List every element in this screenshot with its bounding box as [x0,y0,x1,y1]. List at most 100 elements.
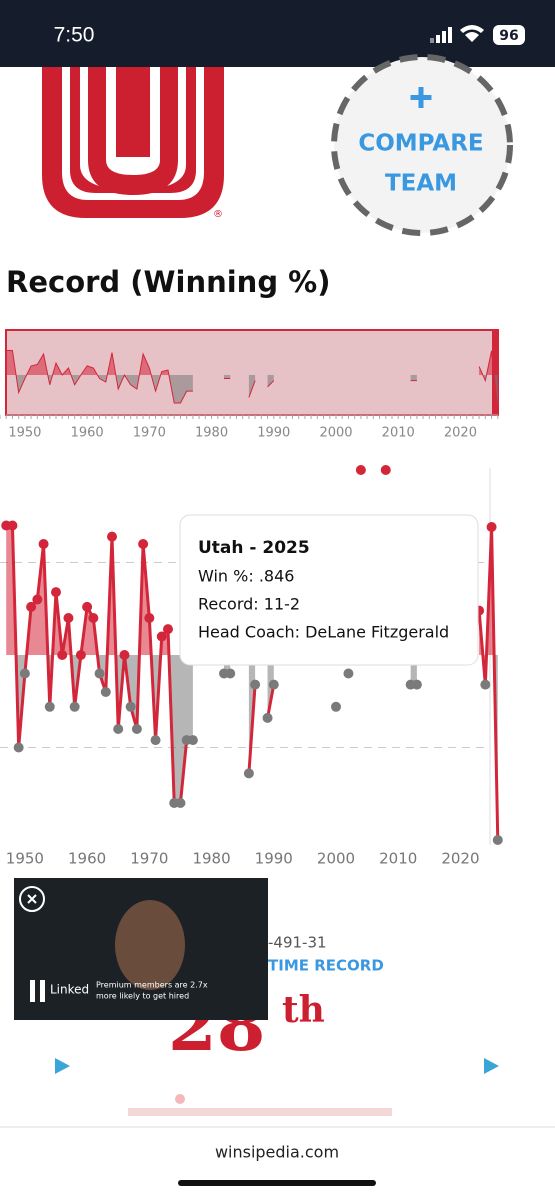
home-indicator [178,1180,376,1186]
data-point [75,650,86,660]
data-point [343,668,354,679]
data-point [138,539,149,549]
data-point [51,587,61,598]
x-tick-label: 1950 [6,850,44,868]
slider-track [128,1108,392,1116]
navigator-ruler [0,415,499,419]
section-title: Record (Winning %) [6,265,331,299]
navigator-handle[interactable] [492,330,499,415]
data-point [131,724,142,734]
pause-icon[interactable] [30,980,35,1002]
navigator-x-label: 2000 [319,426,352,441]
signal-icon [430,27,452,43]
data-point [63,613,74,623]
data-point [380,465,391,475]
data-point [480,679,491,690]
data-point [107,531,117,542]
data-point [57,650,68,660]
navigator-x-label: 1990 [257,426,290,441]
compare-label[interactable]: COMPARE [358,131,483,157]
data-point [119,650,130,660]
area-below [6,655,498,840]
ad-close[interactable] [19,886,45,912]
compare-label[interactable]: TEAM [385,171,457,197]
data-point [125,701,136,712]
tooltip [179,514,479,666]
area-above [6,470,498,655]
data-point [156,631,167,642]
data-point [250,679,261,690]
x-tick-label: 2010 [379,850,417,868]
data-point [7,520,18,531]
data-point [163,624,173,635]
record-label: TIME RECORD [268,957,384,975]
tooltip-title: Utah - 2025 [198,538,310,558]
x-tick-label: 2020 [441,850,479,868]
x-tick-label: 1990 [255,850,293,868]
data-point [331,701,341,712]
url[interactable]: winsipedia.com [215,1143,339,1162]
x-tick-label: 2000 [317,850,355,868]
utah-logo [42,67,224,218]
data-point [88,613,99,623]
navigator-area [6,375,498,410]
data-point [243,768,254,779]
compare-team-button[interactable] [331,54,513,236]
browser-bar [0,1127,555,1200]
data-point [19,668,30,679]
navigator-x-label: 1960 [71,426,104,441]
record-partial: -491-31 [268,934,327,952]
battery-level: 96 [499,28,518,44]
wifi-icon [460,25,484,42]
navigator-x-label: 1970 [133,426,166,441]
logo-registered: ® [213,209,223,220]
navigator-line [6,350,499,411]
tooltip-line: Win %: .846 [198,567,294,586]
navigator-x-label: 1980 [195,426,228,441]
ad-close-icon [27,894,37,904]
ad-text: Premium members are 2.7x [96,981,208,990]
ad-figure [115,900,185,990]
data-point [44,701,55,712]
data-point [411,679,422,690]
data-point [144,613,155,623]
navigator[interactable] [5,329,499,416]
battery [493,25,525,45]
ad-text: more likely to get hired [96,992,189,1001]
status-bar [0,0,555,67]
data-point [187,735,198,746]
data-point [100,687,111,697]
data-point [13,742,24,753]
ad-badge[interactable] [484,1058,499,1074]
slider-knob[interactable] [175,1094,185,1104]
navigator-x-label: 1950 [8,426,41,441]
rank-suffix: th [282,989,325,1031]
data-point [69,701,80,712]
data-point [94,668,105,679]
navigator-area [6,340,498,375]
data-point [82,601,93,612]
x-tick-label: 1970 [130,850,168,868]
data-point [486,521,497,532]
x-tick-label: 1960 [68,850,106,868]
data-point [32,594,43,605]
tooltip-line: Record: 11-2 [198,595,300,614]
status-time: 7:50 [54,24,95,47]
ad-brand: Linked [50,983,89,997]
ad-badge[interactable] [55,1058,70,1074]
data-point [262,712,273,723]
data-point [268,679,279,690]
plus-icon [410,87,432,108]
data-point [150,735,161,746]
pause-icon[interactable] [40,980,45,1002]
data-point [225,668,236,679]
data-point [175,798,186,808]
data-point [26,601,37,612]
navigator-x-label: 2010 [382,426,415,441]
navigator-x-label: 2020 [444,426,477,441]
data-point [355,465,366,475]
data-point [492,835,503,845]
data-point [38,539,49,549]
